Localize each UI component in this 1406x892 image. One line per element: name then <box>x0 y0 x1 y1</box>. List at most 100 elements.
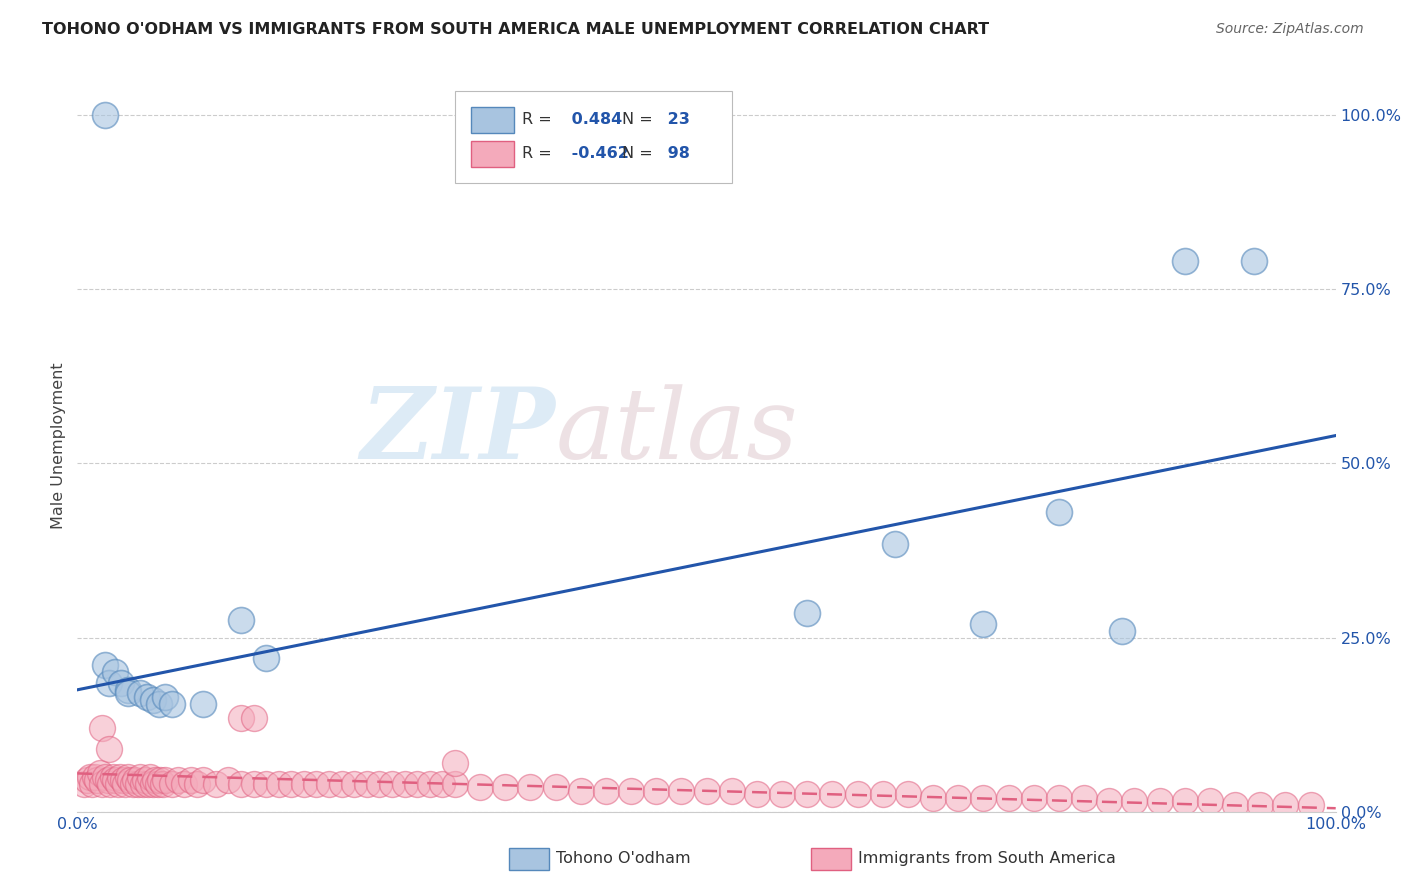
Point <box>96 773 118 788</box>
Text: Tohono O'odham: Tohono O'odham <box>555 851 690 866</box>
Point <box>1174 254 1197 268</box>
Point <box>368 777 391 791</box>
Point <box>292 777 315 791</box>
Point <box>143 773 166 788</box>
FancyBboxPatch shape <box>471 141 515 168</box>
Point <box>180 773 202 788</box>
Point <box>72 777 94 791</box>
Point <box>117 686 139 700</box>
Point <box>444 756 467 770</box>
Point <box>129 686 152 700</box>
Point <box>217 773 239 788</box>
Point <box>91 721 114 735</box>
Point <box>318 777 340 791</box>
Point <box>89 766 111 780</box>
Point <box>1047 505 1070 519</box>
Point <box>86 773 108 788</box>
Text: Immigrants from South America: Immigrants from South America <box>858 851 1115 866</box>
Point <box>1249 797 1271 812</box>
Point <box>254 777 277 791</box>
Point <box>135 690 157 704</box>
Point <box>139 770 162 784</box>
Point <box>229 613 252 627</box>
Point <box>155 690 177 704</box>
Point <box>167 773 190 788</box>
Point <box>884 536 907 550</box>
Point <box>160 777 183 791</box>
Point <box>110 676 132 690</box>
Point <box>254 651 277 665</box>
Point <box>846 787 869 801</box>
Point <box>1198 794 1220 808</box>
Point <box>821 787 844 801</box>
Point <box>117 770 139 784</box>
Text: -0.462: -0.462 <box>565 146 628 161</box>
Point <box>972 616 994 631</box>
Point <box>1047 790 1070 805</box>
Point <box>494 780 516 795</box>
Point <box>770 787 793 801</box>
Point <box>242 777 264 791</box>
Point <box>305 777 328 791</box>
Point <box>720 784 742 798</box>
Point <box>104 665 127 680</box>
Point <box>142 693 165 707</box>
Point <box>136 777 159 791</box>
Point <box>152 777 174 791</box>
Point <box>745 787 768 801</box>
Point <box>191 773 215 788</box>
Point <box>569 784 592 798</box>
Point <box>114 777 136 791</box>
Point <box>160 697 183 711</box>
Text: 23: 23 <box>662 112 690 127</box>
Point <box>1073 790 1095 805</box>
Point <box>1299 797 1322 812</box>
Point <box>242 711 264 725</box>
Point <box>146 777 169 791</box>
Point <box>121 777 143 791</box>
Point <box>1123 794 1146 808</box>
Point <box>94 108 117 122</box>
FancyBboxPatch shape <box>471 107 515 133</box>
Point <box>132 777 155 791</box>
Point <box>922 790 945 805</box>
Text: N =: N = <box>623 146 652 161</box>
Point <box>356 777 378 791</box>
Text: atlas: atlas <box>555 384 799 479</box>
Point <box>107 777 129 791</box>
Point <box>108 770 131 784</box>
Point <box>76 773 98 788</box>
Point <box>229 777 252 791</box>
Point <box>381 777 404 791</box>
Point <box>98 777 121 791</box>
Point <box>1022 790 1045 805</box>
Point <box>186 777 208 791</box>
Point <box>696 784 718 798</box>
Point <box>280 777 302 791</box>
Point <box>872 787 894 801</box>
Text: R =: R = <box>522 146 551 161</box>
Point <box>897 787 920 801</box>
Point <box>330 777 353 791</box>
Text: Source: ZipAtlas.com: Source: ZipAtlas.com <box>1216 22 1364 37</box>
Point <box>972 790 994 805</box>
Point <box>645 784 668 798</box>
Y-axis label: Male Unemployment: Male Unemployment <box>51 363 66 529</box>
Point <box>204 777 226 791</box>
Point <box>127 777 149 791</box>
Point <box>1098 794 1121 808</box>
Point <box>79 770 101 784</box>
FancyBboxPatch shape <box>509 848 550 870</box>
Text: TOHONO O'ODHAM VS IMMIGRANTS FROM SOUTH AMERICA MALE UNEMPLOYMENT CORRELATION CH: TOHONO O'ODHAM VS IMMIGRANTS FROM SOUTH … <box>42 22 990 37</box>
Point <box>444 777 467 791</box>
Point <box>173 777 195 791</box>
Point <box>394 777 416 791</box>
Point <box>134 773 156 788</box>
Point <box>82 777 104 791</box>
Text: N =: N = <box>623 112 652 127</box>
FancyBboxPatch shape <box>811 848 851 870</box>
Point <box>97 742 120 756</box>
Point <box>595 784 617 798</box>
Point <box>1111 624 1133 638</box>
Point <box>432 777 454 791</box>
